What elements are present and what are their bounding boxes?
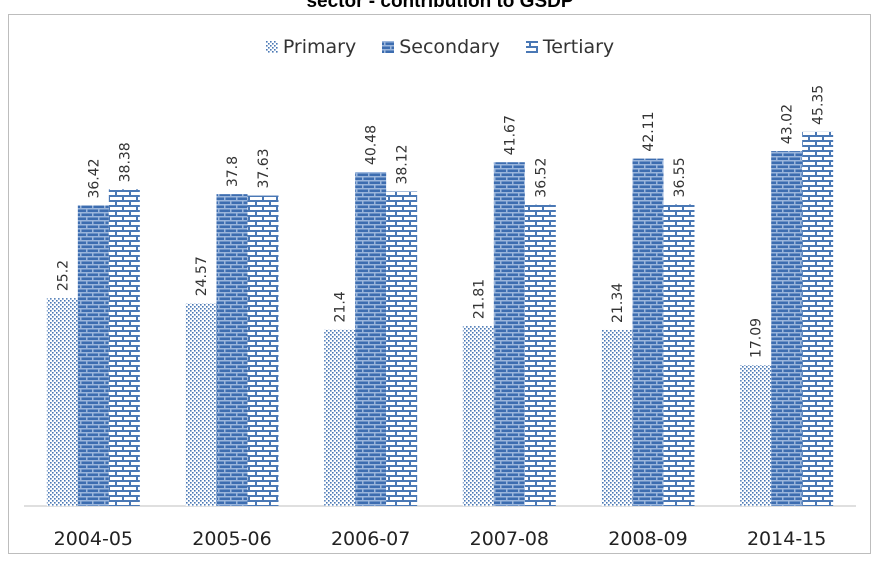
- bar-secondary-2004-05: [77, 205, 109, 506]
- data-label-tertiary-2008-09: 36.55: [672, 157, 688, 197]
- bar-tertiary-2004-05: [108, 189, 140, 507]
- data-label-tertiary-2014-15: 45.35: [811, 85, 827, 125]
- bar-primary-2004-05: [46, 298, 78, 506]
- data-label-primary-2007-08: 21.81: [471, 279, 487, 319]
- data-label-primary-2005-06: 24.57: [194, 256, 210, 296]
- bar-primary-2008-09: [601, 329, 633, 506]
- x-tick-label: 2014-15: [747, 528, 826, 550]
- secondary-swatch-icon: [382, 41, 395, 53]
- data-label-tertiary-2004-05: 38.38: [117, 142, 133, 182]
- data-label-secondary-2004-05: 36.42: [86, 158, 102, 198]
- x-tick-label: 2006-07: [331, 528, 410, 550]
- bar-secondary-2006-07: [355, 172, 387, 507]
- data-label-secondary-2008-09: 42.11: [641, 111, 657, 151]
- bar-tertiary-2008-09: [663, 204, 695, 506]
- data-label-secondary-2014-15: 43.02: [780, 104, 796, 144]
- data-label-primary-2008-09: 21.34: [610, 283, 626, 323]
- x-tick-label: 2005-06: [192, 528, 271, 550]
- data-label-primary-2006-07: 21.4: [333, 291, 349, 322]
- bar-secondary-2007-08: [493, 162, 525, 506]
- data-label-tertiary-2007-08: 36.52: [533, 158, 549, 198]
- primary-swatch-icon: [265, 41, 278, 53]
- bar-primary-2006-07: [324, 329, 356, 506]
- bar-secondary-2014-15: [771, 151, 803, 506]
- legend-item-tertiary: Tertiary: [525, 36, 615, 58]
- legend-item-primary: Primary: [265, 36, 357, 58]
- bar-primary-2014-15: [740, 365, 772, 506]
- bar-primary-2005-06: [185, 303, 217, 506]
- chart-title: sector - contribution to GSDP: [306, 0, 574, 12]
- legend-label-tertiary: Tertiary: [542, 36, 615, 58]
- data-label-tertiary-2006-07: 38.12: [395, 144, 411, 184]
- legend-item-secondary: Secondary: [382, 36, 500, 58]
- x-tick-label: 2007-08: [470, 528, 549, 550]
- data-label-tertiary-2005-06: 37.63: [256, 148, 272, 188]
- legend-label-secondary: Secondary: [399, 36, 500, 58]
- legend-label-primary: Primary: [282, 36, 357, 58]
- bar-tertiary-2014-15: [802, 131, 834, 507]
- data-label-primary-2014-15: 17.09: [749, 318, 765, 358]
- data-label-primary-2004-05: 25.2: [55, 260, 71, 291]
- bar-tertiary-2006-07: [386, 191, 418, 506]
- data-label-secondary-2005-06: 37.8: [225, 156, 241, 187]
- x-tick-label: 2008-09: [608, 528, 687, 550]
- legend: Primary Secondary Tertiary: [0, 36, 880, 58]
- bar-tertiary-2007-08: [524, 204, 556, 506]
- bar-secondary-2008-09: [632, 158, 664, 506]
- tertiary-swatch-icon: [525, 41, 538, 53]
- chart-frame: [8, 14, 871, 554]
- bar-secondary-2005-06: [216, 194, 248, 506]
- bar-tertiary-2005-06: [247, 195, 279, 507]
- data-label-secondary-2006-07: 40.48: [364, 125, 380, 165]
- bar-primary-2007-08: [462, 326, 494, 506]
- x-tick-label: 2004-05: [54, 528, 133, 550]
- data-label-secondary-2007-08: 41.67: [502, 115, 518, 155]
